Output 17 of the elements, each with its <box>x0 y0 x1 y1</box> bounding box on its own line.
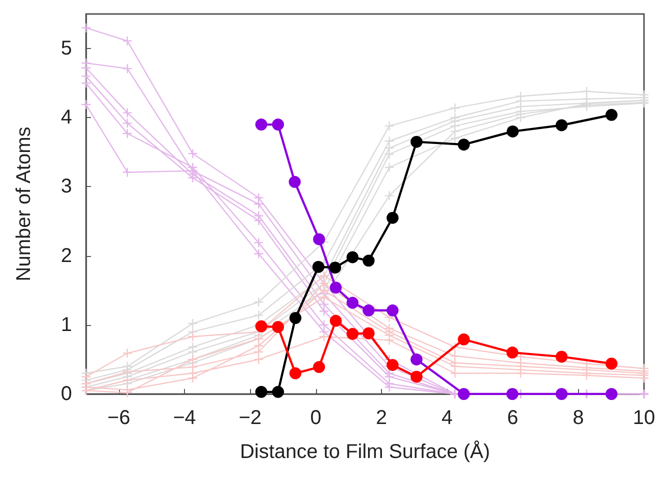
x-tick-label: 0 <box>310 407 322 429</box>
y-tick-label: 5 <box>60 38 72 60</box>
x-tick-label: 4 <box>441 407 453 429</box>
x-axis-title: Distance to Film Surface (Å) <box>240 440 490 463</box>
x-tick-label: −4 <box>173 407 196 429</box>
y-axis-title: Number of Atoms <box>13 126 35 282</box>
y-tick-label: 3 <box>60 176 72 198</box>
y-tick-label: 4 <box>60 106 72 129</box>
x-tick-label: 6 <box>507 407 518 429</box>
x-tick-label: 8 <box>572 407 584 429</box>
x-tick-label: −2 <box>238 407 262 429</box>
x-tick-label: 10 <box>632 407 656 429</box>
y-tick-label: 0 <box>60 383 72 405</box>
x-tick-label: 2 <box>376 407 387 429</box>
y-tick-label: 2 <box>60 244 72 267</box>
y-tick-label: 1 <box>60 314 72 336</box>
x-tick-label: −6 <box>107 407 130 429</box>
